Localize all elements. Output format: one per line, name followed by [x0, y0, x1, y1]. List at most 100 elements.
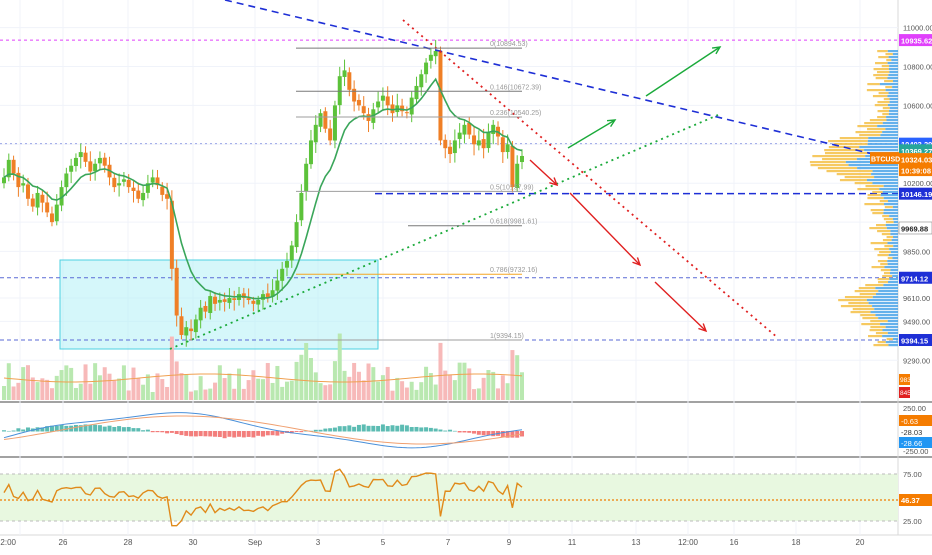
profile-bar-up-308	[852, 308, 875, 311]
price-tick-6: 9850.00	[903, 247, 930, 256]
profile-bar-down-311	[870, 311, 898, 314]
profile-bar-down-116	[886, 116, 898, 119]
candle-body-92	[443, 139, 448, 149]
macd-hist-27	[131, 428, 136, 432]
macd-hist-15	[73, 424, 78, 432]
macd-hist-26	[126, 426, 131, 432]
price-tick-0: 11000.00	[903, 24, 932, 33]
volume-bar-34	[165, 386, 170, 400]
macd-hist-23	[112, 426, 117, 432]
volume-bar-100	[481, 377, 486, 400]
profile-bar-down-113	[888, 113, 898, 116]
volume-bar-92	[443, 370, 448, 400]
macd-hist-33	[160, 431, 165, 433]
volume-bar-9	[45, 379, 50, 400]
macd-hist-51	[246, 431, 251, 437]
volume-bar-98	[472, 389, 477, 400]
profile-bar-down-185	[883, 185, 898, 188]
volume-bar-16	[78, 383, 83, 400]
profile-bar-down-254	[888, 254, 898, 257]
candle-body-14	[69, 165, 74, 172]
macd-hist-69	[332, 427, 337, 432]
volume-bar-35	[169, 336, 174, 400]
moving-average-line	[3, 77, 523, 300]
candle-body-24	[117, 183, 122, 186]
price-tick-8: 9490.00	[903, 317, 930, 326]
volume-bar-60	[289, 380, 294, 400]
symbol-badge: BTCUSD	[871, 157, 900, 164]
profile-bar-up-188	[857, 188, 880, 191]
candle-body-25	[121, 179, 126, 182]
candle-body-5	[25, 184, 30, 199]
candle-body-60	[289, 245, 294, 261]
candle-body-108	[520, 155, 524, 163]
profile-bar-up-92	[878, 92, 889, 95]
volume-bar-107	[515, 355, 520, 400]
volume-bar-105	[505, 383, 510, 400]
macd-hist-44	[213, 431, 218, 437]
macd-hist-54	[261, 431, 265, 437]
profile-bar-up-263	[880, 263, 888, 266]
profile-bar-up-74	[873, 74, 889, 77]
fib-label-5: 0.786(9732.16)	[490, 267, 537, 274]
profile-bar-down-230	[890, 230, 898, 233]
profile-bar-up-125	[857, 125, 878, 128]
macd-hist-85	[409, 427, 414, 432]
profile-bar-up-68	[873, 68, 889, 71]
macd-hist-53	[256, 431, 261, 436]
profile-bar-down-338	[892, 338, 898, 341]
profile-bar-down-269	[890, 269, 898, 272]
volume-bar-75	[361, 380, 366, 400]
macd-hist-32	[155, 431, 160, 433]
profile-bar-down-260	[887, 260, 898, 263]
fib-label-2: 0.236(10540.25)	[490, 110, 541, 117]
profile-bar-up-206	[884, 206, 893, 209]
profile-bar-up-56	[878, 56, 889, 59]
volume-bar-64	[308, 357, 313, 400]
volume-bar-15	[73, 387, 78, 400]
profile-bar-down-107	[889, 107, 898, 110]
candle-body-36	[174, 267, 179, 316]
profile-bar-up-230	[877, 230, 891, 233]
macd-hist-75	[361, 424, 366, 432]
price-tick-2: 10600.00	[903, 101, 932, 110]
macd-hist-56	[270, 431, 275, 436]
profile-bar-down-329	[882, 329, 898, 332]
macd-hist-96	[462, 431, 467, 433]
profile-bar-down-335	[882, 335, 898, 338]
profile-bar-up-65	[881, 65, 890, 68]
candle-body-35	[169, 200, 174, 269]
volume-bar-77	[371, 367, 376, 400]
profile-bar-up-77	[875, 77, 888, 80]
volume-bar-57	[275, 365, 280, 400]
candle-body-26	[126, 179, 131, 188]
volume-badge-1-bg	[899, 387, 910, 398]
profile-bar-down-284	[883, 284, 898, 287]
macd-hist-88	[424, 427, 429, 432]
profile-bar-up-266	[871, 266, 885, 269]
price-tick-9: 9290.00	[903, 356, 930, 365]
profile-bar-up-161	[809, 161, 846, 164]
profile-bar-up-83	[867, 83, 880, 86]
candle-body-95	[457, 132, 462, 139]
candle-body-81	[390, 104, 395, 114]
profile-bar-down-236	[892, 236, 898, 239]
volume-badge-1: 845	[900, 390, 911, 397]
volume-bar-13	[64, 365, 69, 400]
candle-body-57	[275, 280, 280, 291]
candle-body-41	[198, 307, 203, 321]
profile-bar-up-260	[877, 260, 888, 263]
volume-bar-29	[141, 384, 146, 400]
macd-hist-3	[16, 428, 21, 432]
macd-hist-97	[467, 431, 472, 433]
volume-bar-36	[174, 361, 179, 400]
macd-hist-80	[385, 426, 390, 432]
volume-bar-59	[284, 381, 289, 400]
profile-bar-up-116	[877, 116, 887, 119]
macd-hist-106	[510, 431, 515, 438]
profile-bar-up-95	[872, 95, 888, 98]
macd-hist-104	[500, 431, 505, 438]
macd-hist-105	[505, 431, 510, 438]
volume-bar-37	[179, 373, 184, 400]
